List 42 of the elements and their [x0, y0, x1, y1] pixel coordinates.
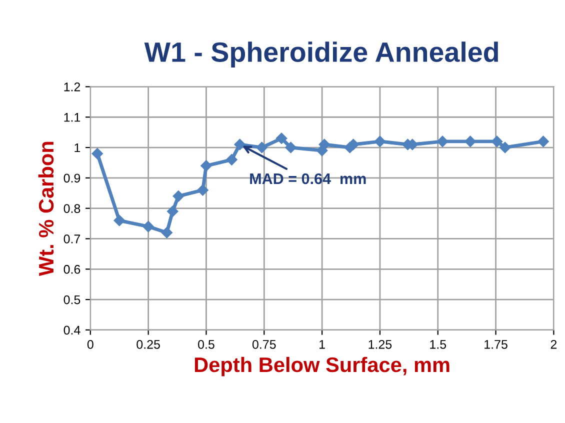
point: [172, 190, 184, 202]
y-axis-title: Wt. % Carbon: [38, 142, 54, 276]
point: [234, 138, 246, 150]
y-tick-label: 0.5: [64, 295, 80, 304]
point: [200, 160, 212, 172]
x-tick-label: 0.75: [252, 340, 276, 349]
point: [538, 136, 549, 148]
y-tick-label: 0.8: [64, 204, 80, 213]
y-tick-label: 1.1: [64, 113, 80, 122]
x-tick-label: 0: [87, 340, 94, 349]
x-tick-label: 2: [550, 340, 557, 349]
point: [374, 136, 386, 148]
y-tick-label: 1: [74, 143, 80, 152]
x-axis-title: Depth Below Surface, mm: [194, 356, 450, 376]
point: [167, 206, 178, 217]
x-tick-label: 0.25: [136, 340, 160, 349]
point: [114, 214, 125, 226]
x-tick-label: 1.25: [368, 340, 392, 349]
x-tick-label: 1: [320, 340, 325, 349]
point: [276, 132, 288, 144]
y-tick-label: 0.7: [64, 234, 80, 244]
point: [491, 136, 503, 148]
point: [226, 154, 238, 166]
point: [499, 142, 511, 154]
x-tick-label: 1.75: [484, 340, 508, 349]
point: [436, 136, 448, 148]
point: [464, 136, 476, 148]
point: [197, 184, 208, 196]
annotation: MAD = 0.64 mm: [250, 173, 366, 184]
point: [318, 138, 330, 150]
x-tick-label: 1.5: [430, 340, 446, 349]
point: [285, 142, 296, 154]
point: [92, 148, 103, 160]
y-tick-label: 1.2: [64, 82, 80, 92]
y-tick-label: 0.9: [64, 174, 80, 183]
chart-title: W1 - Spheroidize Annealed: [144, 42, 498, 68]
x-tick-label: 0.5: [198, 340, 214, 349]
y-tick-label: 0.6: [64, 264, 80, 274]
point: [256, 142, 268, 154]
point: [161, 227, 172, 238]
point: [142, 220, 154, 232]
y-tick-label: 0.4: [64, 326, 80, 335]
